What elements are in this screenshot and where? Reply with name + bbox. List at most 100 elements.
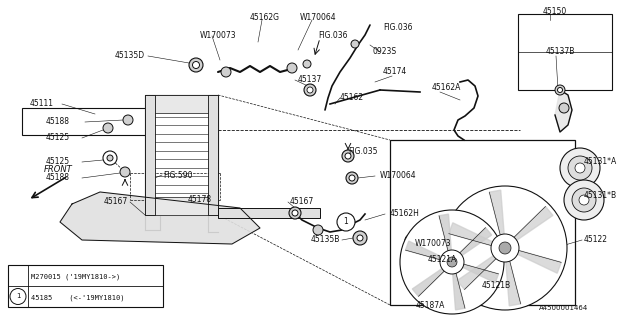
Text: 45188: 45188: [46, 117, 70, 126]
Circle shape: [189, 58, 203, 72]
Polygon shape: [145, 95, 218, 215]
Text: FRONT: FRONT: [44, 165, 72, 174]
Polygon shape: [218, 208, 320, 218]
Circle shape: [103, 123, 113, 133]
Circle shape: [443, 186, 567, 310]
Circle shape: [499, 242, 511, 254]
Text: 1: 1: [344, 218, 348, 227]
Text: FIG.590: FIG.590: [163, 171, 193, 180]
Text: 45135D: 45135D: [115, 52, 145, 60]
Text: 45137B: 45137B: [545, 47, 575, 57]
Polygon shape: [60, 192, 260, 244]
Circle shape: [303, 60, 311, 68]
Text: 45162A: 45162A: [431, 84, 461, 92]
Text: 45174: 45174: [383, 68, 407, 76]
Polygon shape: [555, 90, 572, 132]
Text: 45167: 45167: [290, 197, 314, 206]
Polygon shape: [145, 197, 218, 215]
Polygon shape: [412, 264, 450, 296]
Circle shape: [346, 172, 358, 184]
Text: 45167: 45167: [104, 197, 128, 206]
Circle shape: [304, 84, 316, 96]
Polygon shape: [457, 251, 502, 290]
Circle shape: [559, 103, 569, 113]
Polygon shape: [208, 95, 218, 215]
Circle shape: [572, 188, 596, 212]
Circle shape: [103, 151, 117, 165]
Polygon shape: [452, 266, 465, 310]
Circle shape: [557, 87, 563, 92]
Circle shape: [357, 235, 363, 241]
Circle shape: [491, 234, 519, 262]
Circle shape: [292, 210, 298, 216]
Circle shape: [287, 63, 297, 73]
Polygon shape: [490, 190, 505, 244]
Circle shape: [289, 207, 301, 219]
Polygon shape: [509, 248, 561, 273]
Circle shape: [447, 257, 457, 267]
Polygon shape: [145, 95, 218, 113]
Text: 45188: 45188: [46, 173, 70, 182]
Polygon shape: [505, 252, 521, 306]
Circle shape: [349, 175, 355, 181]
Text: 45135B: 45135B: [310, 236, 340, 244]
Polygon shape: [390, 140, 575, 305]
Text: W170064: W170064: [380, 172, 417, 180]
Polygon shape: [449, 223, 500, 248]
Polygon shape: [439, 214, 452, 259]
Polygon shape: [456, 262, 499, 283]
Circle shape: [400, 210, 504, 314]
Circle shape: [345, 153, 351, 159]
Circle shape: [564, 180, 604, 220]
Text: FIG.036: FIG.036: [383, 23, 413, 33]
Polygon shape: [22, 108, 145, 135]
Text: 45150: 45150: [543, 7, 567, 17]
Circle shape: [10, 289, 26, 305]
Circle shape: [575, 163, 585, 173]
Text: 45185    (<-'19MY1810): 45185 (<-'19MY1810): [31, 294, 125, 300]
Circle shape: [555, 85, 565, 95]
Polygon shape: [518, 14, 612, 90]
Polygon shape: [8, 265, 163, 307]
Text: 45111: 45111: [30, 100, 54, 108]
Text: 45125: 45125: [46, 133, 70, 142]
Circle shape: [123, 115, 133, 125]
Circle shape: [579, 195, 589, 205]
Circle shape: [353, 231, 367, 245]
Text: 45131*A: 45131*A: [584, 157, 617, 166]
Circle shape: [337, 213, 355, 231]
Text: W170064: W170064: [300, 13, 336, 22]
Circle shape: [307, 87, 313, 93]
Text: 45122: 45122: [584, 236, 608, 244]
Circle shape: [221, 67, 231, 77]
Text: 45121B: 45121B: [481, 282, 511, 291]
Text: 45178: 45178: [188, 196, 212, 204]
Text: A4500001464: A4500001464: [539, 305, 588, 311]
Circle shape: [351, 40, 359, 48]
Text: 45187A: 45187A: [415, 300, 445, 309]
Circle shape: [405, 235, 415, 245]
Text: FIG.036: FIG.036: [318, 31, 348, 41]
Text: W170073: W170073: [200, 31, 236, 41]
Text: 1: 1: [16, 293, 20, 300]
Polygon shape: [508, 206, 553, 245]
Circle shape: [342, 150, 354, 162]
Text: 45121A: 45121A: [428, 255, 456, 265]
Polygon shape: [145, 95, 155, 215]
Text: W170073: W170073: [415, 239, 452, 249]
Text: 45137: 45137: [298, 76, 322, 84]
Circle shape: [560, 148, 600, 188]
Text: 0923S: 0923S: [373, 47, 397, 57]
Text: 45162G: 45162G: [250, 13, 280, 22]
Text: 45131*B: 45131*B: [584, 191, 617, 201]
Circle shape: [440, 250, 464, 274]
Polygon shape: [406, 241, 449, 262]
Text: 45125: 45125: [46, 157, 70, 166]
Circle shape: [193, 61, 200, 68]
Circle shape: [107, 155, 113, 161]
Circle shape: [568, 156, 592, 180]
Circle shape: [313, 225, 323, 235]
Text: FIG.035: FIG.035: [348, 148, 378, 156]
Text: 45162H: 45162H: [390, 210, 420, 219]
Polygon shape: [454, 228, 492, 260]
